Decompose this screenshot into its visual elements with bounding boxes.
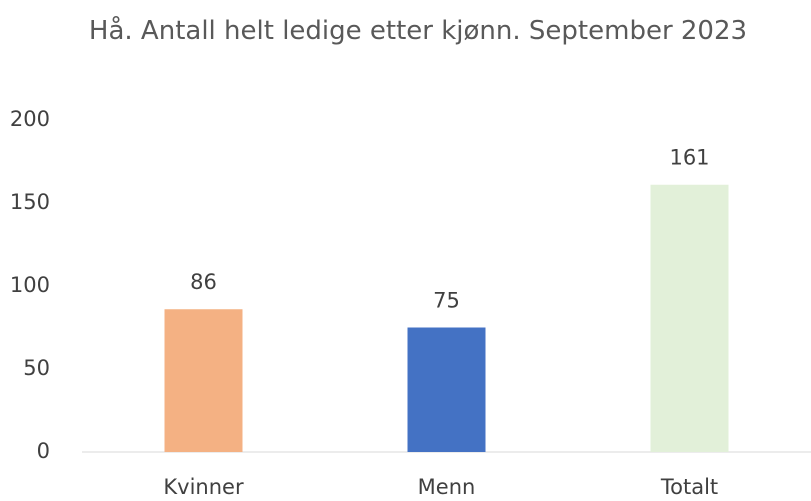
x-tick-label: Menn (418, 475, 476, 499)
bar (164, 309, 243, 452)
data-label: 161 (669, 146, 709, 170)
chart-title: Hå. Antall helt ledige etter kjønn. Sept… (88, 16, 748, 46)
y-tick-label: 0 (37, 439, 50, 463)
bar (650, 184, 729, 453)
y-tick-label: 150 (10, 190, 50, 214)
data-label: 75 (433, 289, 460, 313)
bar (407, 327, 486, 452)
y-tick-label: 100 (10, 273, 50, 297)
y-tick-label: 50 (23, 356, 50, 380)
x-tick-label: Kvinner (163, 475, 244, 499)
y-tick-label: 200 (10, 107, 50, 131)
data-label: 86 (190, 270, 217, 294)
x-tick-label: Totalt (660, 475, 718, 499)
